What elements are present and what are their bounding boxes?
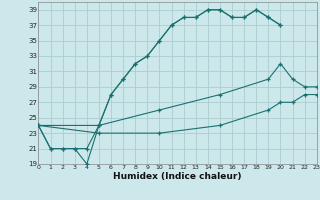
X-axis label: Humidex (Indice chaleur): Humidex (Indice chaleur) bbox=[113, 172, 242, 181]
